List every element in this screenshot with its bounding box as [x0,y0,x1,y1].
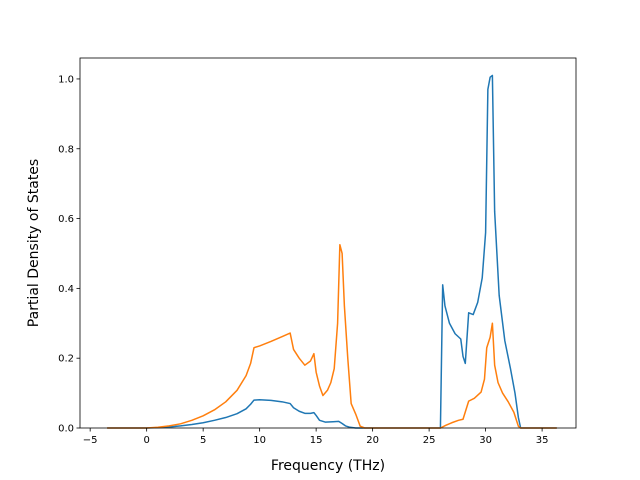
x-tick-label: 20 [366,435,379,446]
plot-frame [79,57,577,429]
y-axis-ticks: 0.0 0.2 0.4 0.6 0.8 1.0 [58,74,80,435]
x-tick-label: 15 [310,435,323,446]
y-tick-label: 1.0 [58,74,74,85]
y-tick-label: 0.6 [58,214,74,225]
x-tick-label: 0 [143,435,149,446]
x-tick-label: 25 [423,435,436,446]
series-layer [107,74,557,429]
x-tick-label: −5 [83,435,98,446]
x-tick-label: 5 [200,435,206,446]
series-line-2 [107,244,557,429]
x-tick-label: 30 [479,435,492,446]
y-tick-label: 0.4 [58,284,74,295]
y-tick-label: 0.2 [58,354,74,365]
y-tick-label: 0.8 [58,144,74,155]
x-tick-label: 35 [536,435,549,446]
series-line-1 [107,74,557,429]
x-axis-title: Frequency (THz) [271,458,385,474]
y-tick-label: 0.0 [58,424,74,435]
plot-area [80,58,576,428]
y-axis-title: Partial Density of States [26,159,42,327]
x-tick-label: 10 [253,435,266,446]
x-axis-ticks: −5 0 5 10 15 20 25 30 35 [83,428,549,446]
